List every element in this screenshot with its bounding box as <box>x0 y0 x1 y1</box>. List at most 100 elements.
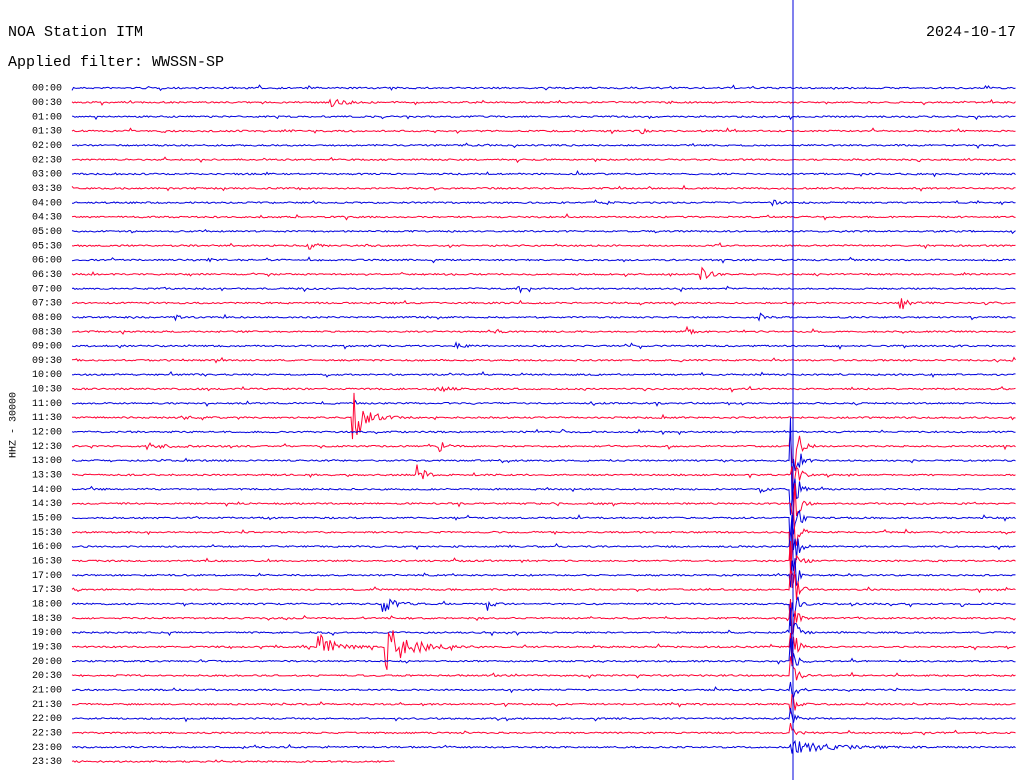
trace <box>71 341 1016 350</box>
row-label: 21:00 <box>32 686 62 697</box>
trace <box>71 514 1016 561</box>
row-label: 18:00 <box>32 600 62 611</box>
row-label: 23:00 <box>32 743 62 754</box>
trace <box>71 242 1016 250</box>
row-label: 10:00 <box>32 370 62 381</box>
trace <box>71 370 1016 378</box>
row-label: 11:00 <box>32 399 62 410</box>
row-label: 03:30 <box>32 184 62 195</box>
row-label: 15:00 <box>32 514 62 525</box>
trace <box>71 509 1016 560</box>
row-label: 06:00 <box>32 256 62 267</box>
trace <box>71 312 1016 322</box>
trace <box>71 127 1016 135</box>
trace <box>71 630 1016 670</box>
trace <box>71 266 1016 280</box>
trace <box>71 432 1016 469</box>
trace <box>71 298 1016 310</box>
trace <box>71 739 1016 754</box>
traces: 00:00 00:30 01:00 01:30 02:00 02:30 03:00 03:30… <box>32 84 1016 768</box>
row-label: 14:00 <box>32 485 62 496</box>
row-label: 02:30 <box>32 155 62 166</box>
trace <box>71 759 395 763</box>
row-label: 11:30 <box>32 413 62 424</box>
row-label: 16:00 <box>32 542 62 553</box>
row-label: 18:30 <box>32 614 62 625</box>
row-label: 15:30 <box>32 528 62 539</box>
row-label: 01:00 <box>32 112 62 123</box>
trace <box>71 508 1016 573</box>
row-label: 00:00 <box>32 84 62 95</box>
row-label: 05:00 <box>32 227 62 238</box>
row-label: 03:00 <box>32 170 62 181</box>
channel-label: HHZ - 30000 <box>9 392 20 458</box>
row-label: 13:00 <box>32 456 62 467</box>
trace <box>71 385 1016 393</box>
row-label: 21:30 <box>32 700 62 711</box>
trace <box>71 428 1016 436</box>
trace <box>71 228 1016 235</box>
row-label: 22:30 <box>32 728 62 739</box>
row-label: 04:00 <box>32 198 62 209</box>
row-label: 17:00 <box>32 571 62 582</box>
row-label: 17:30 <box>32 585 62 596</box>
row-label: 22:00 <box>32 714 62 725</box>
row-label: 20:30 <box>32 671 62 682</box>
trace <box>71 483 1016 517</box>
row-label: 19:30 <box>32 643 62 654</box>
row-label: 04:30 <box>32 213 62 224</box>
trace <box>71 598 1016 636</box>
trace <box>71 84 1016 92</box>
trace <box>71 356 1016 364</box>
trace <box>71 285 1016 294</box>
trace <box>71 596 1016 627</box>
row-label: 00:30 <box>32 98 62 109</box>
row-label: 10:30 <box>32 385 62 396</box>
row-label: 16:30 <box>32 557 62 568</box>
row-label: 14:30 <box>32 499 62 510</box>
row-label: 13:30 <box>32 471 62 482</box>
trace <box>71 256 1016 264</box>
trace <box>71 707 1016 723</box>
trace <box>72 638 1016 667</box>
row-label: 12:00 <box>32 428 62 439</box>
date: 2024-10-17 <box>926 24 1016 41</box>
trace <box>72 464 1016 503</box>
row-label: 20:00 <box>32 657 62 668</box>
row-label: 07:00 <box>32 284 62 295</box>
row-label: 08:30 <box>32 327 62 338</box>
trace <box>71 399 1016 407</box>
trace <box>71 213 1016 221</box>
row-label: 01:30 <box>32 127 62 138</box>
row-label: 09:00 <box>32 342 62 353</box>
trace <box>71 694 1016 714</box>
filter: Applied filter: WWSSN-SP <box>8 54 224 71</box>
trace <box>71 156 1016 164</box>
trace <box>72 199 1016 207</box>
trace <box>71 184 1016 192</box>
trace <box>71 558 1016 588</box>
trace <box>71 392 1016 440</box>
trace <box>71 170 1016 178</box>
row-label: 02:00 <box>32 141 62 152</box>
trace <box>71 417 1016 500</box>
row-label: 08:00 <box>32 313 62 324</box>
station-title: NOA Station ITM <box>8 24 143 41</box>
trace <box>71 540 1016 589</box>
row-label: 05:30 <box>32 241 62 252</box>
row-label: 09:30 <box>32 356 62 367</box>
trace <box>71 681 1016 700</box>
row-label: 23:30 <box>32 757 62 768</box>
trace <box>71 325 1016 335</box>
trace <box>71 656 1016 681</box>
trace <box>71 607 1016 654</box>
trace <box>72 142 1016 150</box>
row-label: 06:30 <box>32 270 62 281</box>
row-label: 12:30 <box>32 442 62 453</box>
trace <box>71 115 1016 121</box>
trace <box>71 98 1016 108</box>
row-label: 07:30 <box>32 299 62 310</box>
row-label: 19:00 <box>32 628 62 639</box>
trace <box>71 569 1016 601</box>
